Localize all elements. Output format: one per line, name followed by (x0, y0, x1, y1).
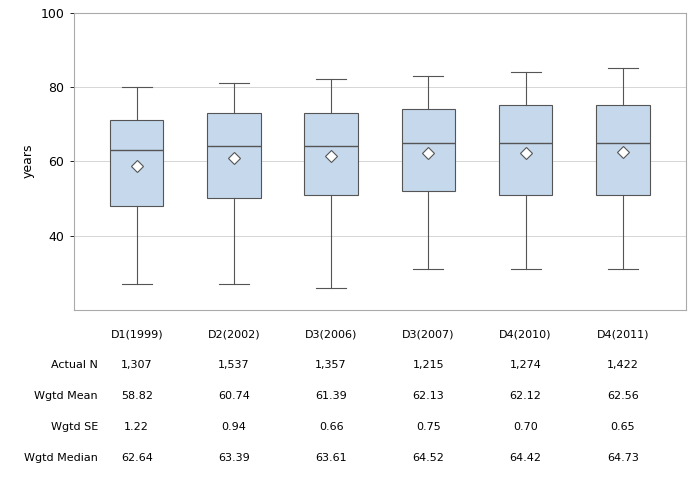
Text: 61.39: 61.39 (315, 391, 347, 401)
Text: 63.61: 63.61 (315, 452, 347, 462)
Bar (402, 109, 455, 191)
Text: 1.22: 1.22 (125, 422, 149, 432)
Text: 0.70: 0.70 (513, 422, 538, 432)
Text: Wgtd Mean: Wgtd Mean (34, 391, 98, 401)
Text: Wgtd SE: Wgtd SE (50, 422, 98, 432)
Bar (304, 113, 358, 194)
Text: D4(2010): D4(2010) (499, 329, 552, 339)
Text: D3(2007): D3(2007) (402, 329, 454, 339)
Text: 1,422: 1,422 (607, 360, 638, 370)
Text: D3(2006): D3(2006) (305, 329, 357, 339)
Text: 62.12: 62.12 (510, 391, 542, 401)
Text: 62.64: 62.64 (121, 452, 153, 462)
Text: 1,537: 1,537 (218, 360, 250, 370)
Text: 60.74: 60.74 (218, 391, 250, 401)
Text: 0.75: 0.75 (416, 422, 441, 432)
Text: 1,307: 1,307 (121, 360, 153, 370)
Text: 64.42: 64.42 (510, 452, 542, 462)
Text: 64.73: 64.73 (607, 452, 638, 462)
Text: 63.39: 63.39 (218, 452, 250, 462)
Text: 58.82: 58.82 (120, 391, 153, 401)
Text: Wgtd Median: Wgtd Median (24, 452, 98, 462)
Text: 1,357: 1,357 (315, 360, 347, 370)
Bar (110, 120, 163, 206)
Text: D4(2011): D4(2011) (596, 329, 649, 339)
Y-axis label: years: years (22, 144, 35, 178)
Bar (499, 106, 552, 194)
Text: 0.94: 0.94 (221, 422, 246, 432)
Text: Actual N: Actual N (51, 360, 98, 370)
Text: 62.13: 62.13 (412, 391, 444, 401)
Bar (207, 113, 260, 198)
Text: 1,215: 1,215 (412, 360, 444, 370)
Text: D2(2002): D2(2002) (208, 329, 260, 339)
Text: 62.56: 62.56 (607, 391, 638, 401)
Text: 64.52: 64.52 (412, 452, 444, 462)
Text: 0.65: 0.65 (610, 422, 635, 432)
Text: D1(1999): D1(1999) (111, 329, 163, 339)
Bar (596, 106, 650, 194)
Text: 1,274: 1,274 (510, 360, 542, 370)
Text: 0.66: 0.66 (318, 422, 344, 432)
